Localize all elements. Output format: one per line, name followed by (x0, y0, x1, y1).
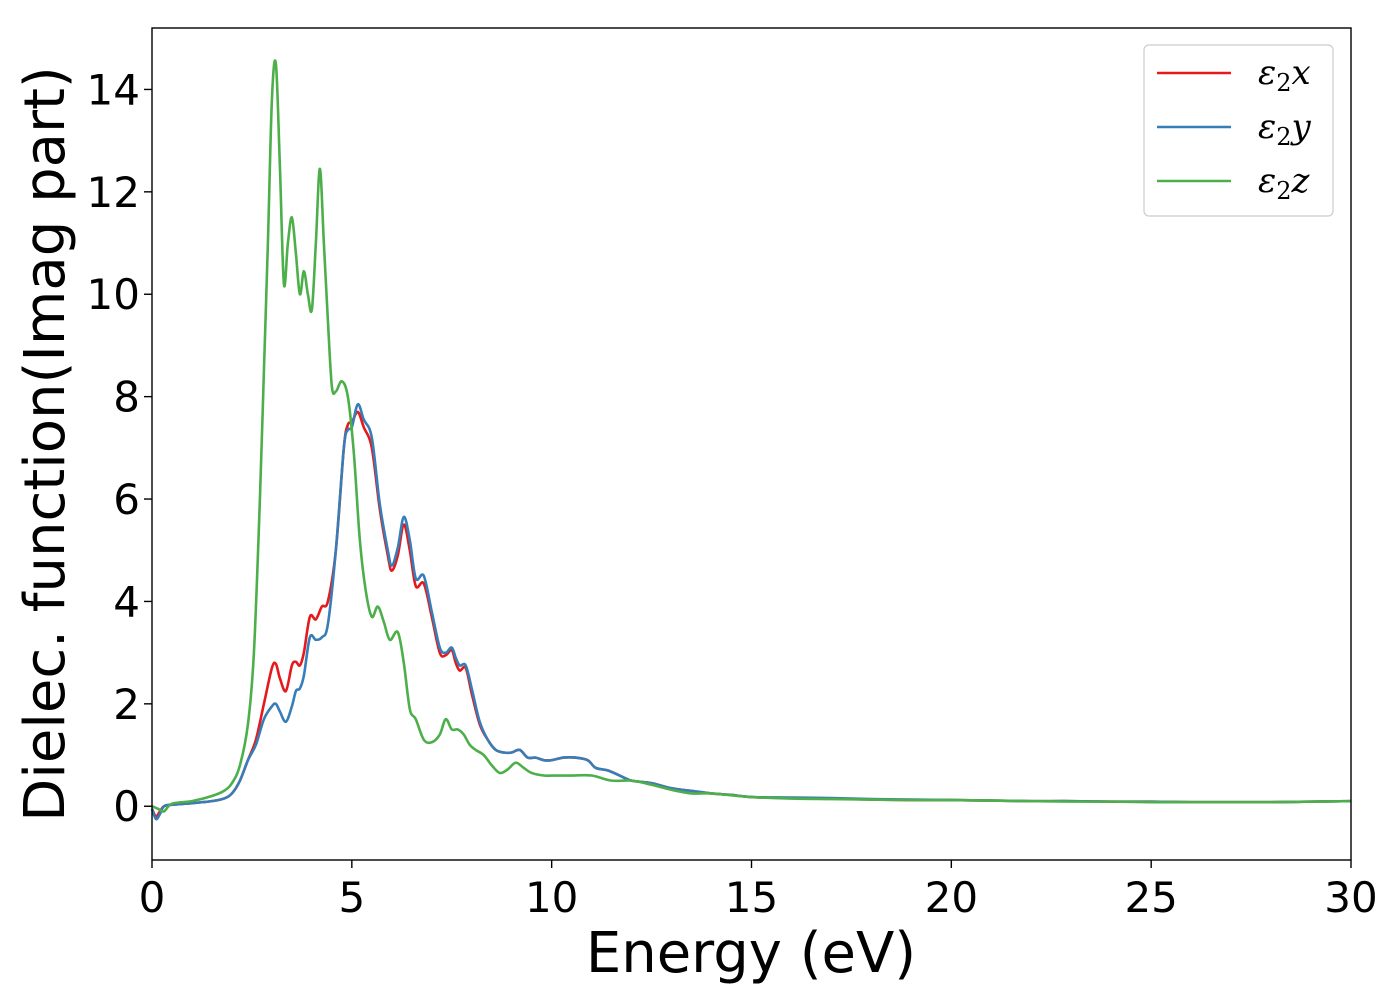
series-line-y (150, 403, 1352, 821)
legend-label-base: ε (1258, 161, 1276, 201)
legend-label-base: ε (1258, 107, 1276, 147)
x-tick-label: 25 (1124, 873, 1177, 922)
y-tick-label: 8 (113, 373, 140, 422)
y-tick-label: 6 (113, 475, 140, 524)
x-axis-label: Energy (eV) (586, 921, 916, 986)
y-tick-label: 14 (87, 65, 140, 114)
legend-label-z: ε2z (1258, 161, 1311, 205)
x-axis-ticks: 0 5 10 15 20 25 30 (139, 860, 1378, 922)
y-axis-label: Dielec. function(Imag part) (13, 66, 78, 822)
legend-label-x: ε2x (1258, 53, 1311, 97)
series-line-x (150, 410, 1352, 818)
legend-box (1143, 44, 1334, 217)
y-tick-label: 4 (113, 577, 140, 626)
legend-label-y: ε2y (1258, 107, 1312, 151)
y-tick-label: 12 (87, 168, 140, 217)
x-tick-label: 0 (139, 873, 166, 922)
legend-label-subscript: 2 (1276, 69, 1291, 97)
y-tick-label: 0 (113, 782, 140, 831)
y-tick-label: 2 (113, 680, 140, 729)
legend-label-suffix: y (1290, 107, 1312, 147)
legend-label-subscript: 2 (1276, 177, 1291, 205)
x-tick-label: 5 (338, 873, 365, 922)
y-tick-label: 10 (87, 270, 140, 319)
series-line-z (151, 59, 1352, 813)
y-axis-ticks: 0 2 4 6 8 10 12 14 (87, 65, 152, 831)
x-tick-label: 10 (525, 873, 578, 922)
series-layer (150, 59, 1352, 821)
x-tick-label: 15 (725, 873, 778, 922)
legend-label-base: ε (1258, 53, 1276, 93)
x-tick-label: 20 (925, 873, 978, 922)
x-tick-label: 30 (1324, 873, 1377, 922)
legend-label-suffix: z (1291, 161, 1311, 201)
legend-label-subscript: 2 (1276, 123, 1291, 151)
legend-label-suffix: x (1292, 53, 1311, 93)
